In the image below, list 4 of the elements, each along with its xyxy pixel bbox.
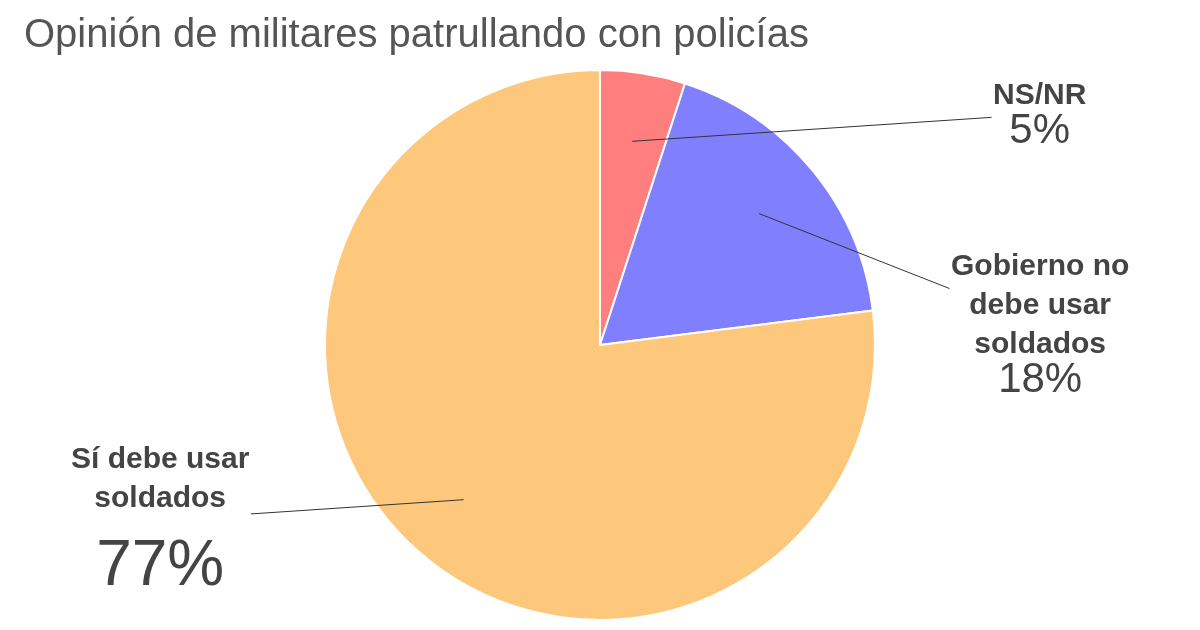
chart-title: Opinión de militares patrullando con policías [24, 10, 809, 55]
slice-label: Sí debe usar soldados [71, 441, 250, 513]
data-label: 77% [96, 527, 225, 599]
pie-slice [324, 69, 876, 621]
